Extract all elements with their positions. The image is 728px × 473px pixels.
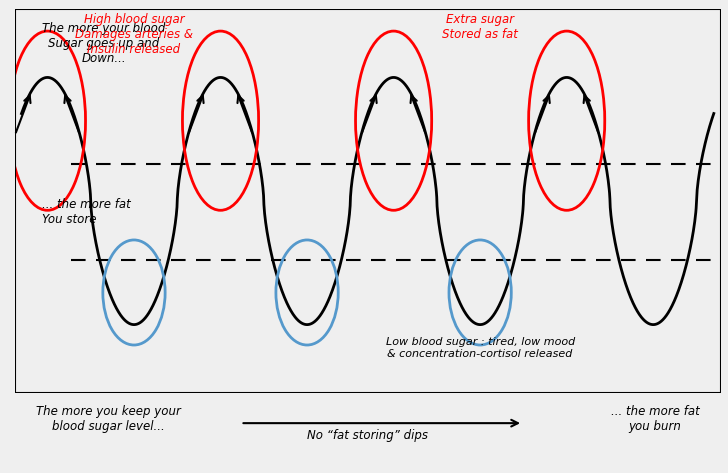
Text: The more your blood
Sugar goes up and
Down...: The more your blood Sugar goes up and Do… (42, 22, 166, 65)
Text: ... the more fat
you burn: ... the more fat you burn (611, 405, 700, 433)
Text: Low blood sugar : tired, low mood
& concentration-cortisol released: Low blood sugar : tired, low mood & conc… (386, 337, 575, 359)
Text: High blood sugar
Damages arteries &
Insulin released: High blood sugar Damages arteries & Insu… (75, 13, 193, 56)
Text: Extra sugar
Stored as fat: Extra sugar Stored as fat (442, 13, 518, 41)
Text: ... the more fat
You store: ... the more fat You store (42, 198, 131, 226)
Text: No “fat storing” dips: No “fat storing” dips (307, 429, 428, 442)
Text: The more you keep your
blood sugar level...: The more you keep your blood sugar level… (36, 405, 181, 433)
